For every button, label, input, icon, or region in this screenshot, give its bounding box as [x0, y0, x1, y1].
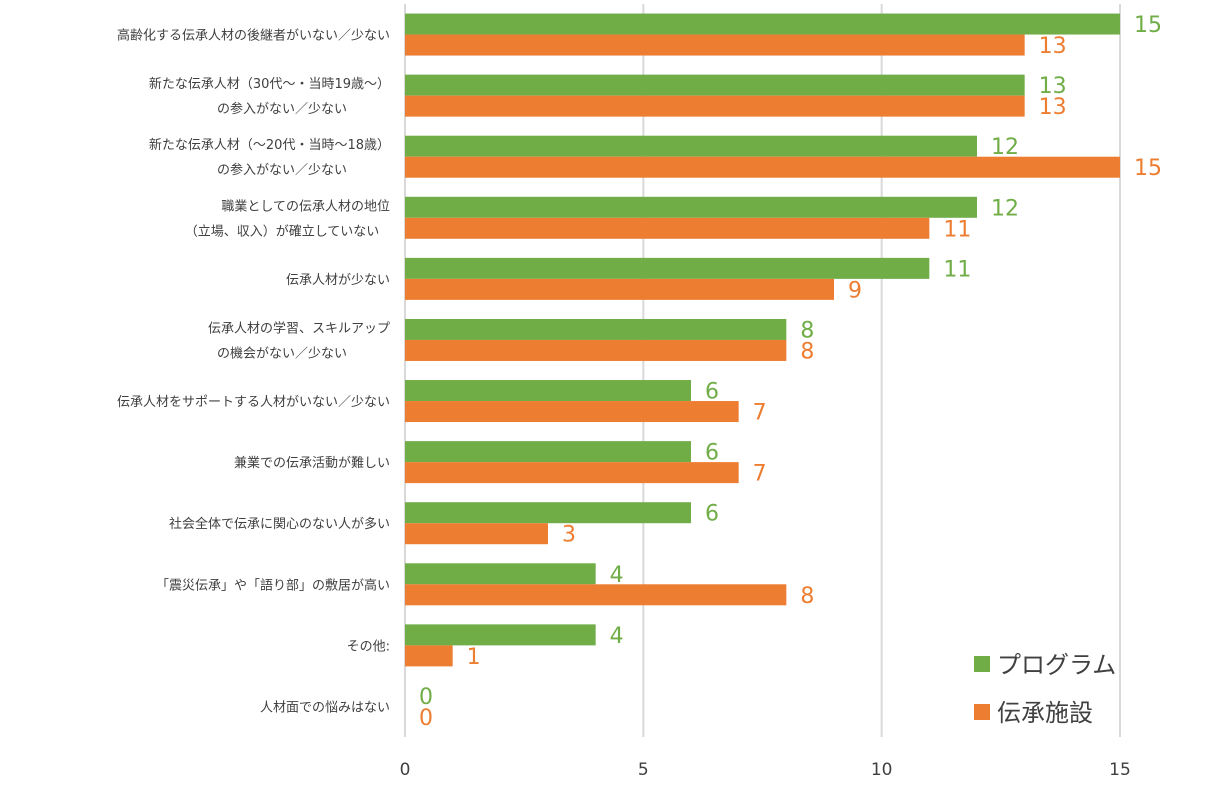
bar: [405, 95, 1025, 117]
category-label: の参入がない／少ない: [217, 162, 347, 178]
legend-label: 伝承施設: [997, 699, 1093, 727]
data-label: 6: [705, 502, 719, 527]
bar: [405, 563, 596, 585]
bar: [405, 645, 453, 667]
category-label: 伝承人材をサポートする人材がいない／少ない: [117, 395, 390, 410]
x-tick-label: 10: [871, 760, 893, 780]
x-axis-ticks: 0 5 10 15: [400, 760, 1131, 780]
data-label: 6: [705, 441, 719, 466]
data-label: 8: [800, 339, 814, 364]
data-label: 13: [1039, 34, 1067, 59]
bar: [405, 584, 787, 606]
bar: [405, 318, 787, 340]
data-label: 13: [1039, 95, 1067, 120]
data-label: 8: [800, 318, 814, 343]
bar: [405, 74, 1025, 96]
category-label: 伝承人材の学習、スキルアップ: [208, 320, 390, 336]
data-label: 12: [991, 135, 1019, 160]
data-label: 8: [800, 584, 814, 609]
bar: [405, 217, 930, 239]
bar: [405, 34, 1025, 56]
data-label: 1: [467, 645, 481, 670]
bar: [405, 401, 739, 423]
bar: [405, 135, 977, 157]
data-label: 7: [753, 401, 767, 426]
data-label: 9: [848, 278, 862, 303]
category-label: その他:: [347, 639, 390, 654]
bar: [405, 441, 691, 463]
x-tick-label: 0: [400, 760, 411, 780]
x-tick-label: 5: [638, 760, 649, 780]
data-label: 12: [991, 196, 1019, 221]
bars: [405, 13, 1120, 667]
bar: [405, 380, 691, 402]
grid-lines: [404, 4, 1121, 737]
category-label: 新たな伝承人材（～20代・当時～18歳）: [149, 137, 390, 153]
category-label: 人材面での悩みはない: [260, 700, 390, 715]
bar: [405, 196, 977, 218]
category-label: 社会全体で伝承に関心のない人が多い: [169, 516, 390, 532]
category-label: 伝承人材が少ない: [286, 273, 390, 288]
bar: [405, 156, 1120, 178]
bar: [405, 624, 596, 646]
category-label: 高齢化する伝承人材の後継者がいない／少ない: [117, 28, 390, 44]
bar: [405, 502, 691, 524]
bar: [405, 462, 739, 484]
data-label: 7: [753, 462, 767, 487]
category-label: 職業としての伝承人材の地位: [221, 198, 390, 214]
data-label: 4: [610, 563, 624, 588]
bar: [405, 13, 1120, 35]
x-tick-label: 15: [1109, 760, 1131, 780]
category-label: （立場、収入）が確立していない: [185, 223, 380, 239]
bar: [405, 339, 787, 361]
legend-swatch: [974, 656, 990, 672]
category-label: 「震災伝承」や「語り部」の敷居が高い: [156, 577, 390, 593]
data-label: 15: [1134, 13, 1162, 38]
data-label: 3: [562, 523, 576, 548]
data-label: 4: [610, 624, 624, 649]
data-label: 11: [943, 257, 971, 282]
legend-swatch: [974, 704, 990, 720]
bar: [405, 278, 834, 300]
data-label: 15: [1134, 156, 1162, 181]
legend-label: プログラム: [997, 651, 1116, 679]
category-label: の機会がない／少ない: [217, 346, 347, 361]
category-label: 新たな伝承人材（30代～・当時19歳～）: [149, 76, 390, 92]
data-label: 6: [705, 380, 719, 405]
data-label: 0: [419, 706, 433, 731]
category-label: の参入がない／少ない: [217, 101, 347, 117]
category-labels: 高齢化する伝承人材の後継者がいない／少ない新たな伝承人材（30代～・当時19歳～…: [117, 28, 390, 716]
bar: [405, 257, 930, 279]
data-label: 0: [419, 685, 433, 710]
data-label: 11: [943, 217, 971, 242]
bar: [405, 523, 548, 545]
data-label: 13: [1039, 74, 1067, 99]
category-label: 兼業での伝承活動が難しい: [234, 455, 390, 471]
